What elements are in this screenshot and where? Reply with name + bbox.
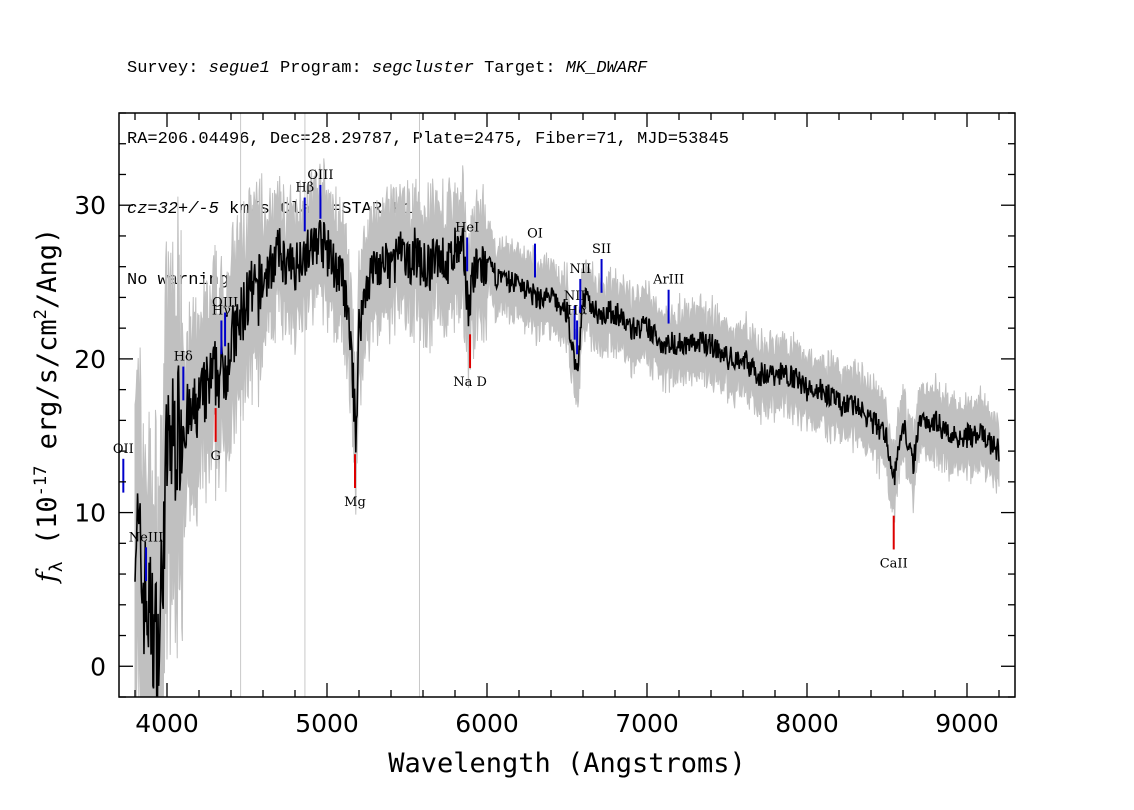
emission-line-label: NII bbox=[564, 289, 586, 304]
emission-line-label: OIII bbox=[307, 168, 333, 183]
emission-line-label: Hβ bbox=[295, 181, 314, 196]
x-tick-label: 6000 bbox=[455, 709, 519, 738]
emission-line-label: OII bbox=[113, 442, 134, 457]
y-tick-label: 10 bbox=[74, 499, 106, 528]
y-axis-title: fλ (10-17 erg/s/cm2/Ang) bbox=[31, 228, 67, 584]
axis-ticks: 4000 5000 6000 7000 8000 9000 0 10 20 30 bbox=[74, 112, 1015, 738]
error-band bbox=[134, 158, 1000, 697]
absorption-line-label: G bbox=[210, 449, 220, 464]
emission-line-label: Hα bbox=[567, 303, 587, 318]
plot-frame bbox=[118, 112, 1016, 698]
x-tick-label: 4000 bbox=[135, 709, 199, 738]
y-tick-label: 0 bbox=[90, 652, 106, 681]
x-axis-title: Wavelength (Angstroms) bbox=[388, 748, 746, 779]
emission-line-label: NeIII bbox=[129, 530, 163, 545]
x-tick-label: 8000 bbox=[775, 709, 839, 738]
header-survey-segment: Target: bbox=[473, 59, 566, 78]
header-line-coordinates: RA=206.04496, Dec=28.29787, Plate=2475, … bbox=[127, 129, 729, 149]
emission-line-label: Hδ bbox=[174, 350, 193, 365]
header-survey-segment: segue1 bbox=[208, 59, 270, 78]
x-tick-label: 5000 bbox=[295, 709, 359, 738]
emission-line-label: Hγ bbox=[212, 303, 231, 318]
flux-line bbox=[134, 220, 1000, 697]
header-survey-segment: Survey: bbox=[127, 59, 209, 78]
y-axis-title-part: λ bbox=[46, 561, 67, 572]
emission-line-label: HeI bbox=[455, 220, 479, 235]
flux-series bbox=[134, 220, 1000, 697]
emission-line-label: OI bbox=[527, 227, 543, 242]
y-axis-title-part: (10 bbox=[32, 496, 63, 561]
absorption-line-label: CaII bbox=[880, 556, 908, 571]
emission-line-label: NII bbox=[569, 262, 591, 277]
emission-line-label: OIII bbox=[212, 295, 238, 310]
x-tick-label: 7000 bbox=[615, 709, 679, 738]
header-redshift-segment: cz=32+/-5 bbox=[127, 200, 219, 219]
absorption-line-label: Mg bbox=[344, 495, 366, 510]
y-axis-title-part: erg/s/cm bbox=[32, 319, 63, 465]
y-axis-title-part: -17 bbox=[31, 466, 51, 497]
header-line-survey: Survey: segue1 Program: segcluster Targe… bbox=[127, 57, 729, 81]
emission-line-label: SII bbox=[592, 242, 611, 257]
emission-line-label: ArIII bbox=[652, 273, 684, 288]
y-tick-label: 30 bbox=[74, 191, 106, 220]
error-band-area bbox=[134, 158, 1000, 697]
header-survey-segment: segcluster bbox=[371, 59, 474, 78]
y-axis-title-part: 2 bbox=[31, 309, 51, 319]
header-survey-segment: Program: bbox=[269, 59, 372, 78]
y-axis-title-part: /Ang) bbox=[32, 228, 63, 309]
y-tick-label: 20 bbox=[74, 345, 106, 374]
header-survey-segment: MK_DWARF bbox=[565, 59, 648, 78]
absorption-line-label: Na D bbox=[453, 375, 487, 390]
x-tick-label: 9000 bbox=[935, 709, 999, 738]
